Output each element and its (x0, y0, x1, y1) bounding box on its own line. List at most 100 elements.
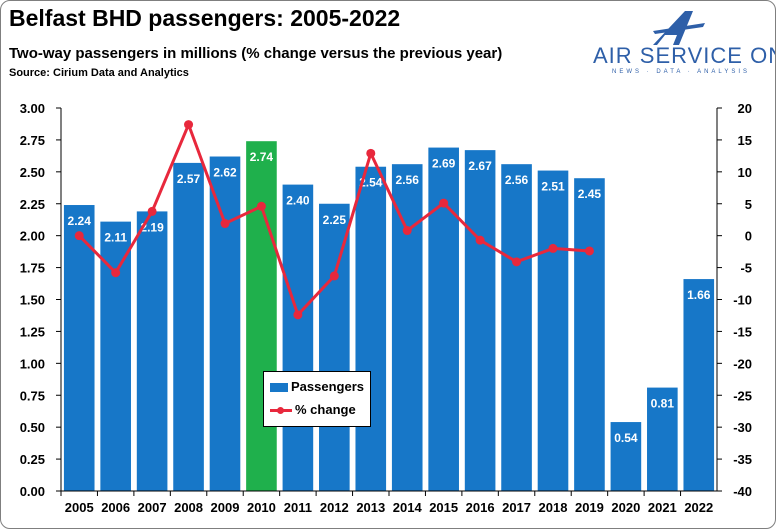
change-point-2008 (184, 120, 194, 130)
right-tick-label: -5 (740, 261, 752, 276)
data-label-2005: 2.24 (68, 214, 92, 228)
right-tick-label: 10 (738, 165, 752, 180)
air-service-one-logo: AIR SERVICE ONE NEWS · DATA · ANALYSIS (593, 9, 775, 83)
data-label-2010: 2.74 (250, 150, 274, 164)
logo-tagline: NEWS · DATA · ANALYSIS (611, 69, 750, 75)
chart-legend: Passengers % change (263, 371, 371, 427)
x-tick-label-2019: 2019 (575, 500, 604, 515)
right-tick-label: -25 (733, 388, 752, 403)
data-label-2011: 2.40 (286, 194, 310, 208)
data-label-2009: 2.62 (213, 166, 237, 180)
right-tick-label: 5 (745, 197, 752, 212)
data-label-2014: 2.56 (396, 173, 420, 187)
bar-2005 (63, 205, 95, 491)
legend-change-label: % change (295, 402, 356, 417)
change-point-2009 (220, 219, 230, 229)
right-tick-label: -15 (733, 324, 752, 339)
bar-2012 (319, 203, 350, 491)
data-label-2006: 2.11 (104, 231, 127, 245)
right-tick-label: 15 (738, 133, 752, 148)
data-label-2017: 2.56 (505, 173, 529, 187)
x-tick-label-2018: 2018 (539, 500, 568, 515)
legend-item-change: % change (270, 401, 356, 419)
change-point-2007 (147, 206, 157, 216)
left-tick-label: 2.00 (20, 229, 45, 244)
stylised-a-plane-icon (653, 11, 705, 45)
change-point-2010 (256, 201, 266, 211)
left-tick-label: 0.75 (20, 388, 45, 403)
change-point-2018 (548, 243, 558, 253)
x-tick-label-2014: 2014 (393, 500, 423, 515)
data-label-2016: 2.67 (468, 159, 492, 173)
left-tick-label: 2.50 (20, 165, 45, 180)
logo-brand-text: AIR SERVICE ONE (593, 43, 775, 68)
left-tick-label: 3.00 (20, 101, 45, 116)
bar-2008 (173, 162, 204, 491)
bar-2019 (574, 178, 605, 491)
x-tick-label-2010: 2010 (247, 500, 276, 515)
data-label-2013: 2.54 (359, 176, 383, 190)
data-label-2012: 2.25 (323, 213, 347, 227)
bar-2021 (647, 387, 678, 491)
bar-2022 (683, 279, 715, 491)
x-tick-label-2021: 2021 (648, 500, 677, 515)
x-tick-label-2013: 2013 (356, 500, 385, 515)
left-tick-label: 1.50 (20, 293, 45, 308)
x-tick-label-2012: 2012 (320, 500, 349, 515)
left-tick-label: 1.25 (20, 324, 45, 339)
left-tick-label: 1.00 (20, 356, 45, 371)
left-tick-label: 0.50 (20, 420, 45, 435)
right-tick-label: -10 (733, 293, 752, 308)
x-tick-label-2011: 2011 (284, 500, 312, 515)
change-point-2016 (475, 235, 485, 245)
data-label-2019: 2.45 (578, 187, 602, 201)
left-tick-label: 2.75 (20, 133, 45, 148)
change-point-2017 (512, 257, 522, 267)
x-tick-label-2009: 2009 (211, 500, 240, 515)
right-tick-label: 20 (738, 101, 752, 116)
legend-passengers-label: Passengers (291, 379, 364, 394)
data-label-2008: 2.57 (177, 172, 201, 186)
change-point-2015 (439, 198, 449, 208)
right-tick-label: -30 (733, 420, 752, 435)
change-point-2013 (366, 148, 376, 158)
x-tick-label-2007: 2007 (138, 500, 167, 515)
data-label-2018: 2.51 (541, 180, 565, 194)
x-tick-label-2015: 2015 (429, 500, 458, 515)
bar-2011 (282, 184, 314, 491)
left-tick-label: 0.25 (20, 452, 45, 467)
chart-subtitle: Two-way passengers in millions (% change… (9, 45, 503, 62)
bar-2006 (100, 221, 131, 491)
x-tick-label-2020: 2020 (611, 500, 640, 515)
right-tick-label: 0 (745, 229, 752, 244)
left-tick-label: 0.00 (20, 484, 45, 499)
bar-2013 (355, 166, 387, 491)
chart-title: Belfast BHD passengers: 2005-2022 (9, 5, 401, 31)
legend-bar-swatch (270, 383, 288, 393)
change-point-2014 (402, 226, 412, 236)
x-tick-label-2006: 2006 (101, 500, 130, 515)
bar-2007 (136, 211, 168, 491)
left-tick-label: 2.25 (20, 197, 45, 212)
x-tick-label-2016: 2016 (466, 500, 495, 515)
bar-2018 (537, 170, 569, 491)
right-tick-label: -35 (733, 452, 752, 467)
data-label-2022: 1.66 (687, 288, 711, 302)
bar-2010 (246, 141, 277, 491)
bar-2016 (464, 150, 496, 491)
bar-2014 (391, 164, 423, 491)
data-label-2021: 0.81 (651, 397, 675, 411)
change-point-2011 (293, 310, 303, 320)
data-label-2015: 2.69 (432, 157, 456, 171)
legend-item-passengers: Passengers (270, 378, 364, 396)
x-tick-label-2008: 2008 (174, 500, 203, 515)
change-point-2006 (111, 268, 121, 278)
legend-line-swatch (270, 406, 292, 415)
data-label-2020: 0.54 (614, 431, 638, 445)
change-point-2019 (584, 246, 594, 256)
left-tick-label: 1.75 (20, 261, 45, 276)
bar-2020 (610, 422, 642, 491)
x-tick-label-2005: 2005 (65, 500, 94, 515)
